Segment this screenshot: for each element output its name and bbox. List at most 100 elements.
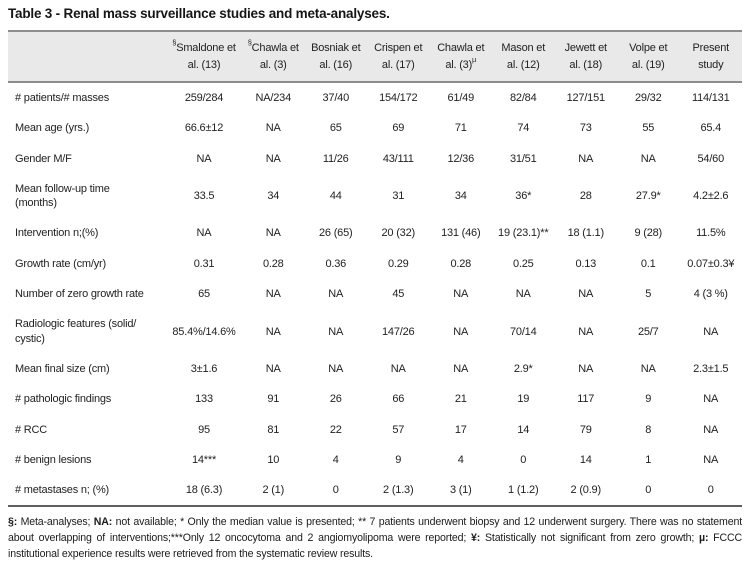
cell-value: 8 [645,423,652,436]
cell-value: 28 [579,190,592,203]
cell-value: 73 [579,122,592,135]
cell-value: NA/234 [255,92,292,104]
cell-value: NA [196,227,212,240]
cell-value: 2 (1.3) [367,475,430,508]
cell-value: NA [265,288,281,301]
cell-value: 127/151 [566,92,606,104]
cell-value: 65 [329,122,342,135]
cell-value: 66 [392,393,405,406]
row-label: Intervention n;(%) [15,227,99,240]
column-header: Bosniak et al. (16) [304,30,367,83]
cell-value: NA [328,362,344,375]
cell-value: 69 [392,122,405,135]
cell-value: 65.4 [700,122,722,135]
cell-value: 27.9* [635,190,661,203]
table-row: Gender M/F NA NA 11/26 43/111 12/36 31/51 NA NA 5… [8,144,742,174]
cell-value: 3±1.6 [190,362,218,375]
column-header: §Smaldone et al. (13) [166,30,242,83]
cell-value: 21 [454,393,467,406]
cell-value: NA [265,227,281,240]
cell-value: 0.1 [640,257,656,270]
cell-value: 2 (1) [242,475,305,508]
cell-value: 81 [267,423,280,436]
column-header: Crispen et al. (17) [367,30,430,83]
cell-value: NA [328,288,344,301]
cell-value: NA [390,362,406,375]
table-header: §Smaldone et al. (13) §Chawla et al. (3) Bos… [8,30,742,83]
cell-value: NA [640,362,656,375]
cell-value: 117 [577,393,595,406]
footnote-symbol-key: ¥: [471,532,481,545]
cell-value: NA [703,325,719,338]
table-header-row: §Smaldone et al. (13) §Chawla et al. (3) Bos… [8,30,742,83]
footnote-text: Statistically not significant from zero … [480,532,699,545]
cell-value: 259/284 [184,92,224,104]
footnote-symbol-key: µ: [699,532,709,545]
cell-value: 70/14 [509,325,537,338]
cell-value: 4 (3 %) [693,288,728,301]
cell-value: NA [578,288,594,301]
cell-value: 4 [457,453,464,466]
cell-value: 5 [645,288,652,301]
cell-value: 0.13 [575,257,597,270]
cell-value: 1 [645,453,652,466]
cell-value: 10 [267,453,280,466]
cell-value: NA [703,393,719,406]
cell-value: 0.28 [450,257,472,270]
cell-value: NA [453,362,469,375]
row-label: Mean final size (cm) [15,362,110,375]
table-row: # RCC 95 81 22 57 17 14 79 8 NA [8,415,742,445]
cell-value: 43/111 [382,152,414,165]
table-figure: Table 3 - Renal mass surveillance studie… [8,6,742,563]
cell-value: 14 [579,453,592,466]
cell-value: 2 (0.9) [554,475,617,508]
table-row: # patients/# masses 259/284 NA/234 37/40 154… [8,82,742,113]
table-row: # metastases n; (%) 18 (6.3) 2 (1) 0 2 (1.3)… [8,475,742,508]
cell-value: 11/26 [322,152,349,165]
cell-value: 0 [304,475,367,508]
cell-value: 0.07±0.3¥ [687,257,735,270]
footnote-symbol-key: §: [8,516,18,529]
cell-value: 1 (1.2) [492,475,555,508]
row-label: Radiologic features (solid/cystic) [15,318,137,345]
cell-value: 31 [392,190,405,203]
cell-value: 2.9* [513,362,533,375]
cell-value: 34 [454,190,467,203]
row-label: Growth rate (cm/yr) [15,257,106,270]
column-header: §Chawla et al. (3) [242,30,305,83]
table-row: Mean follow-up time (months) 33.5 34 44 31 34 3… [8,174,742,219]
cell-value: 45 [392,288,405,301]
table-row: Intervention n;(%) NA NA 26 (65) 20 (32) 131 … [8,218,742,248]
cell-value: 11.5% [696,227,726,240]
cell-value: 22 [329,423,342,436]
cell-value: 14*** [191,453,217,466]
cell-value: 19 [517,393,530,406]
cell-value: 17 [454,423,467,436]
cell-value: 36* [515,190,532,203]
cell-value: 29/32 [634,92,662,104]
cell-value: 61/49 [447,92,475,104]
cell-value: 57 [392,423,405,436]
cell-value: NA [578,152,594,165]
cell-value: 91 [267,393,280,406]
cell-value: 95 [198,423,210,436]
row-label: Gender M/F [15,152,72,165]
cell-value: 66.6±12 [184,122,224,135]
cell-value: 12/36 [447,152,475,165]
cell-value: NA [515,288,531,301]
footnote-text: Meta-analyses; [17,516,94,529]
footnote-symbol-key: NA: [93,516,113,529]
column-header: Mason et al. (12) [492,30,555,83]
cell-value: 34 [267,190,280,203]
cell-value: 26 [329,393,342,406]
cell-value: 3 (1) [429,475,492,508]
row-label: # RCC [15,423,48,436]
row-label: # patients/# masses [15,92,110,104]
cell-value: 65 [198,288,210,301]
cell-value: NA [265,122,281,135]
cell-value: NA [265,325,281,338]
cell-value: NA [196,152,212,165]
cell-value: 0.28 [262,257,284,270]
table-footnote: §: Meta-analyses; NA: not available; * O… [8,515,742,563]
cell-value: 85.4%/14.6% [172,325,236,338]
